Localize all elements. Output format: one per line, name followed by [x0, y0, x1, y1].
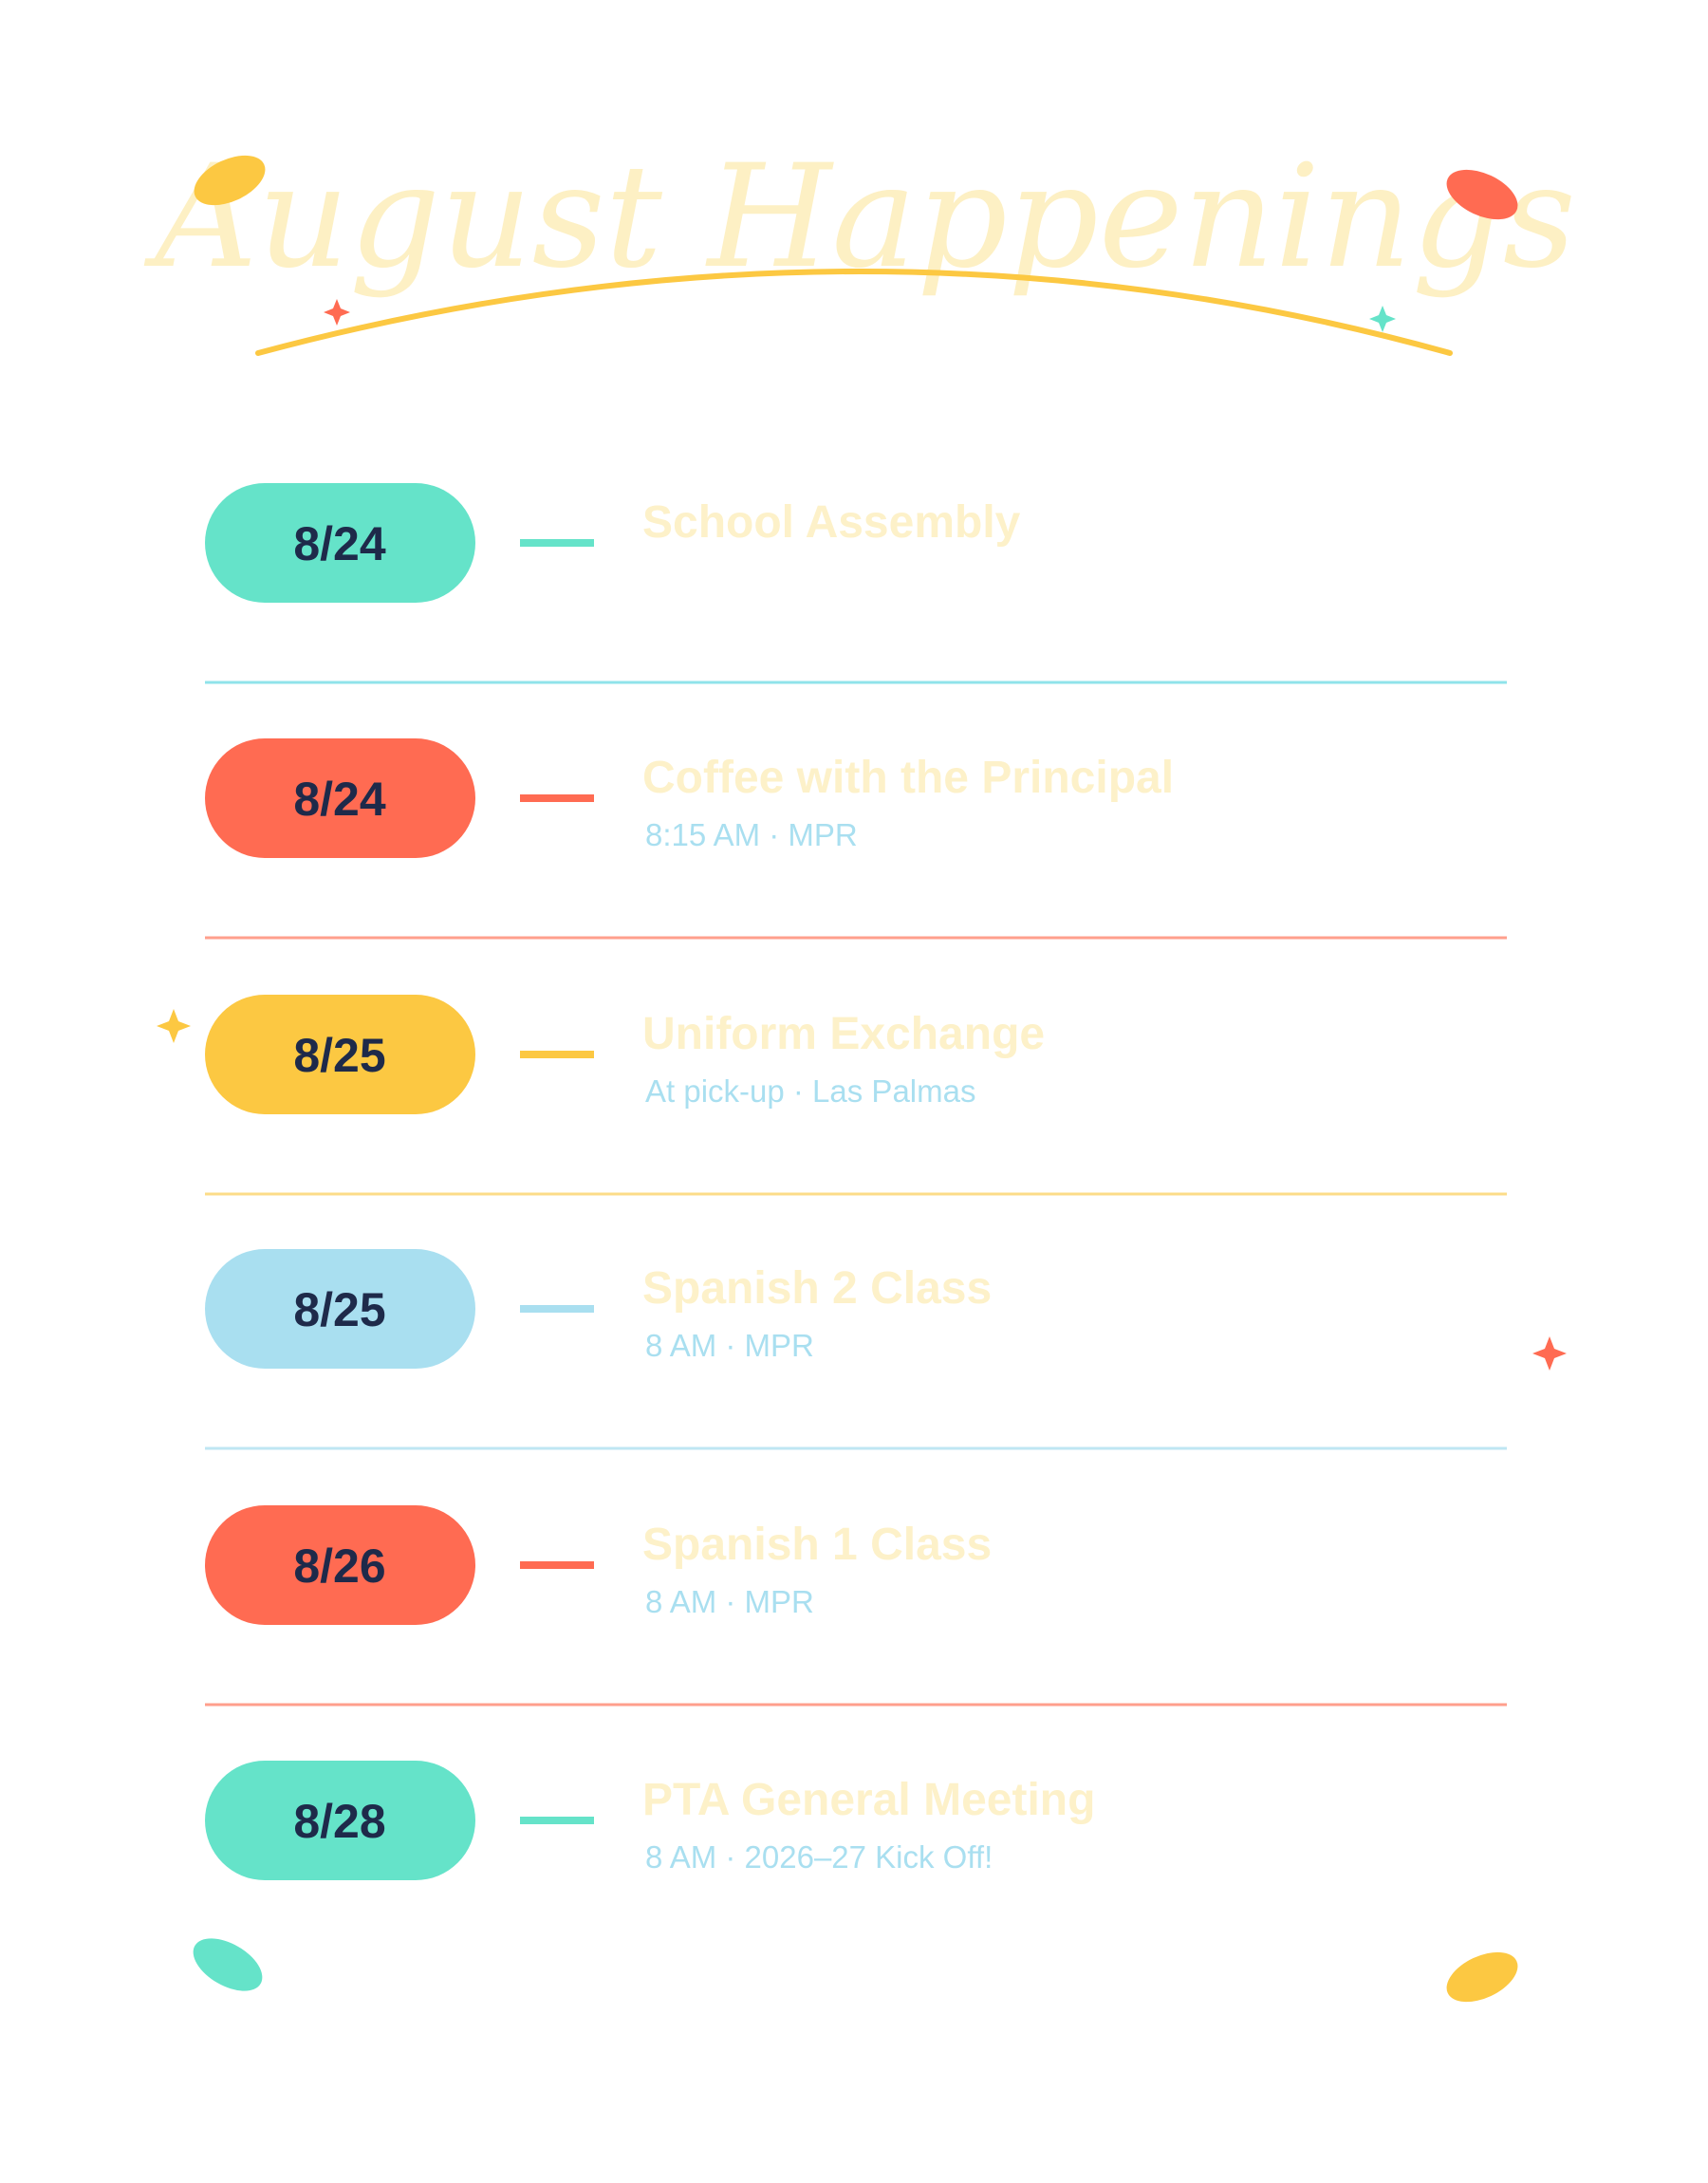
event-date: 8/24	[293, 773, 386, 826]
date-pill	[205, 483, 475, 603]
connector-dash	[520, 1051, 594, 1058]
title-arc	[255, 269, 1453, 356]
connector-dash	[520, 794, 594, 802]
sparkle	[1532, 1336, 1567, 1371]
event-detail: At pick-up · Las Palmas	[645, 1073, 975, 1109]
date-pill	[205, 738, 475, 858]
event-title: Coffee with the Principal	[642, 753, 1174, 803]
date-pill	[205, 995, 475, 1114]
event-detail: 8:15 AM · MPR	[645, 817, 858, 852]
event-date: 8/28	[293, 1795, 385, 1848]
decor-leaf	[194, 155, 266, 206]
event-date: 8/26	[293, 1539, 385, 1593]
page-title: August Happenings	[143, 135, 1576, 300]
date-pill	[205, 1505, 475, 1625]
decor-leaf	[193, 1938, 263, 1991]
sparkle	[157, 1009, 191, 1043]
event-title: Spanish 2 Class	[642, 1263, 992, 1314]
event-date: 8/25	[293, 1029, 385, 1082]
connector-dash	[520, 539, 594, 547]
connector-dash	[520, 1305, 594, 1313]
decor-leaf	[1446, 1951, 1518, 2003]
event-detail: 8 AM · MPR	[645, 1584, 814, 1619]
event-detail: 8 AM · 2026–27 Kick Off!	[645, 1839, 993, 1875]
decor-leaf	[1446, 169, 1518, 220]
event-title: Spanish 1 Class	[642, 1520, 992, 1570]
sparkle	[324, 299, 350, 326]
event-title: PTA General Meeting	[642, 1775, 1095, 1825]
sparkle	[1369, 306, 1396, 332]
connector-dash	[520, 1561, 594, 1569]
event-date: 8/24	[293, 517, 386, 570]
event-list: 8/24 School Assembly 8/24 Coffee with the P…	[205, 483, 1507, 1880]
date-pill	[205, 1761, 475, 1880]
event-date: 8/25	[293, 1283, 385, 1336]
event-title: School Assembly	[642, 497, 1021, 548]
connector-dash	[520, 1817, 594, 1824]
date-pill	[205, 1249, 475, 1369]
event-detail: 8 AM · MPR	[645, 1328, 814, 1363]
event-title: Uniform Exchange	[642, 1009, 1045, 1059]
